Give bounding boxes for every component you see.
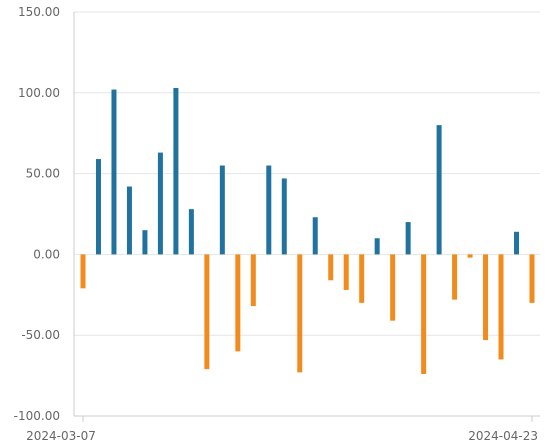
bar	[421, 254, 427, 374]
bar	[157, 152, 163, 255]
bar	[483, 254, 489, 341]
bar	[312, 217, 318, 255]
bar	[219, 165, 225, 255]
bar	[405, 222, 411, 255]
y-tick-label: 100.00	[18, 86, 60, 100]
bar	[95, 159, 101, 255]
y-axis-tick-labels: 150.00 100.00 50.00 0.00 -50.00 -100.00	[14, 5, 60, 423]
bar	[359, 254, 365, 303]
bar	[498, 254, 504, 360]
bar	[188, 209, 194, 255]
y-tick-label: -100.00	[14, 409, 60, 423]
bar	[142, 230, 148, 255]
bar	[297, 254, 303, 373]
x-tick-label: 2024-03-07	[26, 429, 96, 443]
x-tick-label: 2024-04-23	[468, 429, 538, 443]
bar	[529, 254, 535, 303]
y-tick-label: 0.00	[33, 247, 60, 261]
grid-lines	[74, 11, 540, 417]
y-tick-label: -50.00	[21, 328, 60, 342]
bar	[514, 231, 520, 255]
bar	[281, 178, 287, 255]
bar	[250, 254, 256, 307]
bar	[343, 254, 349, 290]
y-tick-label: 50.00	[26, 167, 60, 181]
bar	[436, 125, 442, 255]
bar	[126, 186, 132, 255]
bar	[328, 254, 334, 281]
bar	[266, 165, 272, 255]
y-tick-label: 150.00	[18, 5, 60, 19]
bar	[80, 254, 86, 289]
bar	[452, 254, 458, 300]
bar	[374, 238, 380, 255]
bar-series	[80, 87, 535, 374]
bar	[111, 89, 117, 255]
bar	[390, 254, 396, 321]
bar	[204, 254, 210, 370]
bar	[173, 87, 179, 255]
bar	[235, 254, 241, 352]
x-axis-tick-labels: 2024-03-07 2024-04-23	[26, 416, 538, 443]
bar	[467, 254, 473, 258]
